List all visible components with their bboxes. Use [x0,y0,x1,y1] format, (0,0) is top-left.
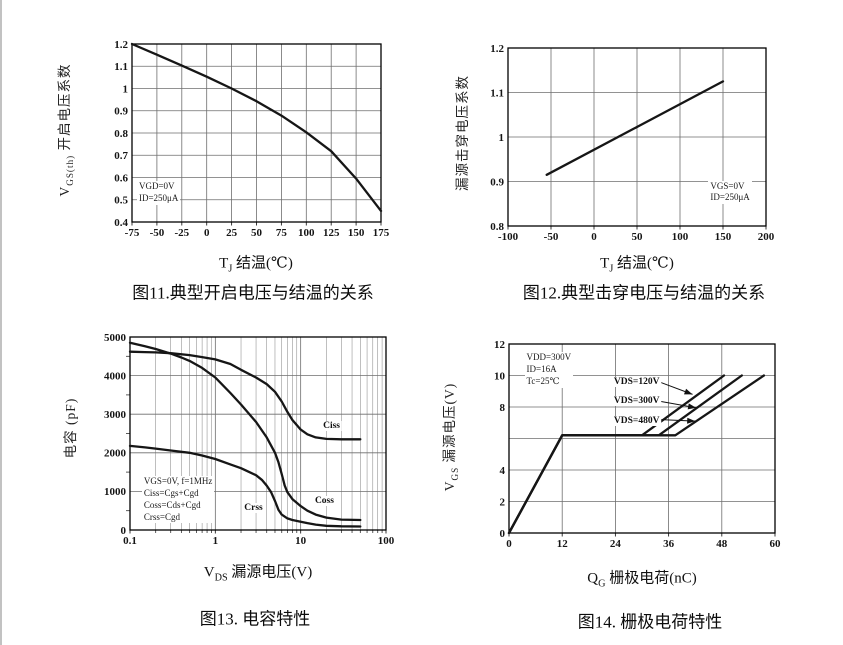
svg-text:0: 0 [500,528,506,540]
svg-text:0.5: 0.5 [114,195,128,207]
svg-text:1: 1 [213,535,219,547]
series [545,80,725,176]
svg-text:25: 25 [226,227,238,239]
svg-text:8: 8 [500,402,506,414]
svg-text:0: 0 [121,525,127,537]
curve-Crss [128,444,362,528]
svg-text:150: 150 [715,231,732,243]
curve-Ciss [128,350,362,441]
svg-text:4000: 4000 [104,370,127,382]
svg-text:-25: -25 [174,227,189,239]
svg-text:50: 50 [632,231,644,243]
svg-text:0: 0 [204,227,210,239]
curve-normalized-gate-threshold-voltage [130,42,383,213]
svg-text:24: 24 [610,538,622,550]
svg-text:-100: -100 [498,231,519,243]
svg-text:1000: 1000 [104,486,127,498]
svg-text:48: 48 [716,538,728,550]
svg-text:0.7: 0.7 [114,150,128,162]
svg-text:10: 10 [494,370,506,382]
fig-annotation: VGS=0V, f=1MHz Ciss=Cgs+Cgd Coss=Cds+Cgd… [141,475,215,524]
svg-text:0.4: 0.4 [114,217,128,229]
svg-text:12: 12 [557,538,569,550]
arrowhead-icon [683,388,693,395]
curve-label: Coss [312,496,336,507]
svg-text:60: 60 [770,538,782,550]
svg-text:0.8: 0.8 [114,128,128,140]
fig14-caption: 图14. 栅极电荷特性 [577,612,723,632]
curve-label: Crss [242,502,265,513]
curve-label: Ciss [321,420,342,431]
svg-text:1: 1 [123,83,129,95]
fig12-plot: -100 -50 0 50 100 150 200 0.8 0.9 1 1.1 1.2 [490,43,775,243]
svg-text:0.9: 0.9 [490,176,504,188]
svg-text:2000: 2000 [104,448,127,460]
fig13-caption: 图13. 电容特性 [199,609,311,629]
curve-Coss [128,341,362,522]
svg-text:5000: 5000 [104,332,127,344]
series [507,374,766,535]
svg-text:100: 100 [378,535,395,547]
series [128,341,362,528]
svg-text:50: 50 [251,227,263,239]
page-edge-line [0,0,2,645]
arrowhead-icon [687,403,697,410]
curve-label: VDS=300V [611,396,662,407]
svg-text:4: 4 [500,465,506,477]
svg-text:150: 150 [348,227,365,239]
svg-text:200: 200 [758,231,775,243]
svg-text:75: 75 [276,227,288,239]
svg-text:-50: -50 [544,231,559,243]
grid [508,344,776,537]
svg-text:12: 12 [494,339,506,351]
svg-text:0.1: 0.1 [123,535,137,547]
fig14-x-axis-label: QG 栅极电荷(nC) [587,570,697,590]
svg-text:100: 100 [298,227,315,239]
fig-annotation: VGD=0V ID=250μA [136,180,181,205]
svg-text:1.2: 1.2 [490,43,504,55]
svg-text:175: 175 [373,227,390,239]
arrowhead-icon [687,417,696,424]
curve-label: VDS=480V [611,416,662,427]
fig11-x-axis-label: TJ 结温(℃) [219,255,293,275]
svg-text:1.1: 1.1 [490,87,504,99]
fig12-x-axis-label: TJ 结温(℃) [600,255,674,275]
svg-text:0.8: 0.8 [490,221,504,233]
svg-text:2: 2 [500,496,506,508]
fig-annotation: VGS=0V ID=250μA [708,180,752,205]
fig11-caption: 图11.典型开启电压与结温的关系 [132,283,374,303]
svg-text:3000: 3000 [104,409,127,421]
svg-text:100: 100 [672,231,689,243]
fig-annotation: VDD=300V ID=16A Tc=25℃ [524,351,574,388]
fig13-x-axis-label: VDS 漏源电压(V) [203,564,313,584]
svg-text:0.6: 0.6 [114,172,128,184]
svg-text:-75: -75 [125,227,140,239]
svg-text:10: 10 [295,535,307,547]
svg-text:1: 1 [499,132,505,144]
curve-VDS=480V [507,374,766,535]
curve-label: VDS=120V [611,376,662,387]
svg-text:1.2: 1.2 [114,39,128,51]
svg-text:0.9: 0.9 [114,106,128,118]
svg-text:125: 125 [323,227,340,239]
fig11-plot: -75 -50 -25 0 25 50 75 100 125 150 175 0.4 0.5 0.6 0.7… [114,39,390,239]
svg-text:0: 0 [506,538,512,550]
svg-text:0: 0 [591,231,597,243]
curve-normalized-breakdown-voltage [545,80,725,176]
svg-text:1.1: 1.1 [114,61,128,73]
svg-text:-50: -50 [150,227,165,239]
fig12-caption: 图12.典型击穿电压与结温的关系 [522,283,766,303]
series [130,42,383,213]
svg-text:36: 36 [663,538,675,550]
fig14-y-axis-label: VGS 漏源电压(V) [442,382,460,492]
